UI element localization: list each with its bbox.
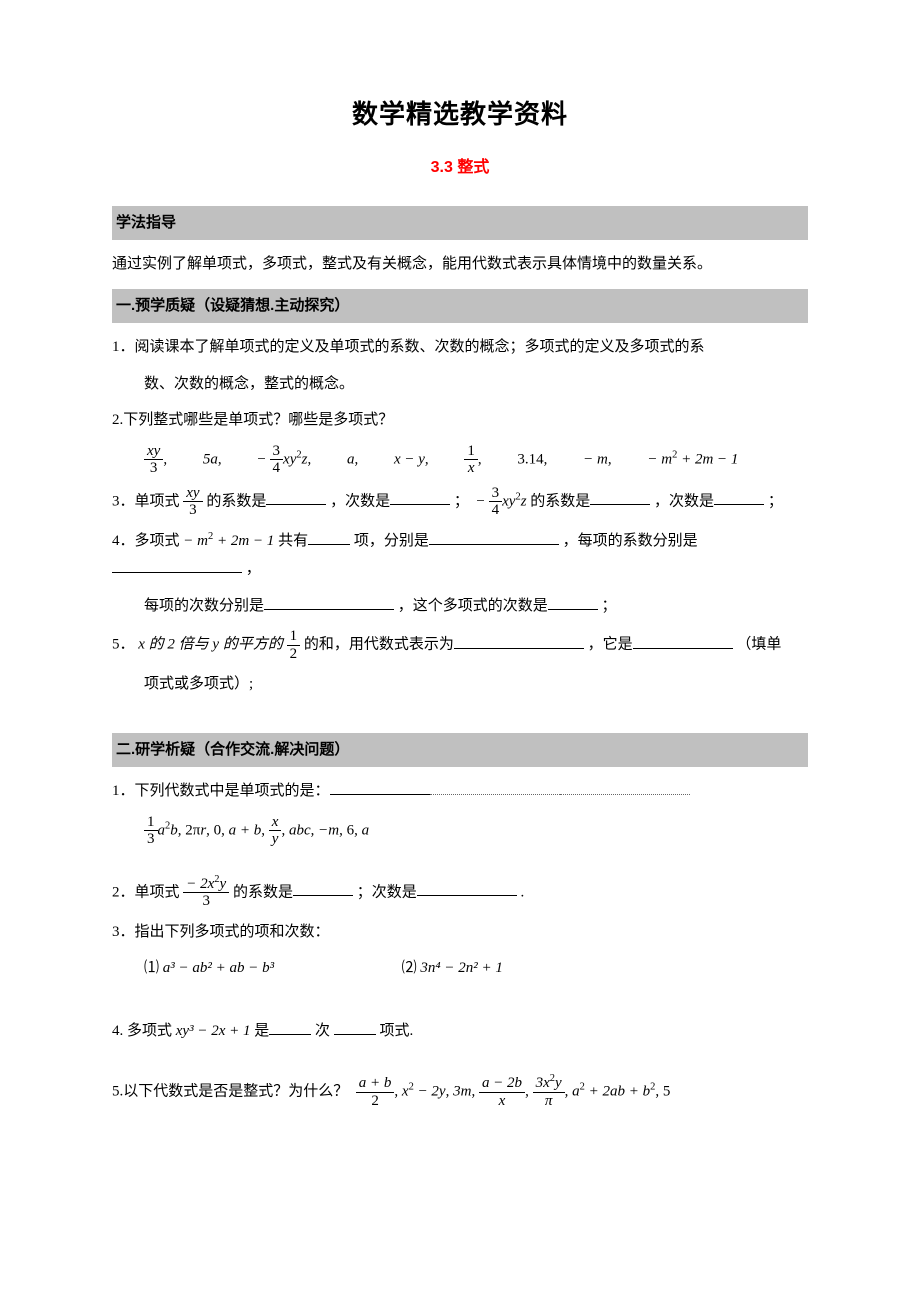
expr-3-over-4: 34	[270, 443, 284, 477]
s1-q5-line1: 5． x 的 2 倍与 y 的平方的 12 的和，用代数式表示为 ，它是 （填单	[112, 628, 808, 662]
s1-q1-line1: 1．阅读课本了解单项式的定义及单项式的系数、次数的概念；多项式的定义及多项式的系	[112, 333, 808, 362]
band-section2: 二.研学析疑（合作交流.解决问题）	[112, 733, 808, 768]
blank-dotted	[560, 779, 690, 795]
blank	[293, 880, 353, 896]
s2-q5: 5.以下代数式是否是整式？为什么？ a + b2, x2 − 2y, 3m, a…	[112, 1075, 808, 1109]
s1-q2: 2.下列整式哪些是单项式？哪些是多项式？	[112, 406, 808, 435]
expr-xy-over-3: xy3	[144, 443, 163, 477]
blank	[308, 529, 350, 545]
frac-1-2: 12	[287, 628, 301, 662]
frac-xy-3: xy3	[183, 485, 202, 519]
frac-3x2y-pi: 3x2yπ	[533, 1075, 565, 1109]
sub-title: 3.3 整式	[112, 153, 808, 183]
band-guide: 学法指导	[112, 206, 808, 241]
s1-q4-line1: 4．多项式 − m2 + 2m − 1 共有 项，分别是 ，每项的系数分别是 ，	[112, 527, 808, 584]
blank	[429, 529, 559, 545]
frac-a2b-x: a − 2bx	[479, 1075, 525, 1109]
blank	[264, 594, 394, 610]
s1-q5-line2: 项式或多项式）;	[112, 670, 808, 699]
s2-q3-items: ⑴ a³ − ab² + ab − b³ ⑵ 3n⁴ − 2n² + 1	[112, 954, 808, 983]
s2-q3: 3．指出下列多项式的项和次数：	[112, 918, 808, 947]
s2-q1-expr: 13a2b, 2πr, 0, a + b, xy, abc, −m, 6, a	[112, 814, 808, 848]
blank	[266, 489, 326, 505]
blank-dotted	[430, 779, 560, 795]
blank	[269, 1019, 311, 1035]
frac-ab-2: a + b2	[356, 1075, 395, 1109]
expr-1-over-x: 1x	[464, 443, 478, 477]
s2-q2: 2．单项式 − 2x2y 3 的系数是 ；次数是 .	[112, 876, 808, 910]
s2-q1: 1．下列代数式中是单项式的是：	[112, 777, 808, 806]
s1-q4-line2: 每项的次数分别是 ，这个多项式的次数是 ；	[112, 592, 808, 621]
frac-x-y: xy	[269, 814, 282, 848]
blank	[633, 633, 733, 649]
page-root: 数学精选教学资料 3.3 整式 学法指导 通过实例了解单项式，多项式，整式及有关…	[0, 0, 920, 1177]
s2-q4: 4. 多项式 xy³ − 2x + 1 是 次 项式.	[112, 1017, 808, 1046]
guide-text: 通过实例了解单项式，多项式，整式及有关概念，能用代数式表示具体情境中的数量关系。	[112, 250, 808, 279]
blank	[334, 1019, 376, 1035]
blank	[548, 594, 598, 610]
frac-1-3: 13	[144, 814, 158, 848]
frac-3-4-b: 34	[489, 485, 503, 519]
s1-q3: 3．单项式 xy3 的系数是 ，次数是 ； − 34xy2z 的系数是 ，次数是…	[112, 485, 808, 519]
blank	[714, 489, 764, 505]
band-section1: 一.预学质疑（设疑猜想.主动探究）	[112, 289, 808, 324]
blank	[417, 880, 517, 896]
main-title: 数学精选教学资料	[112, 90, 808, 139]
frac-neg2x2y-3: − 2x2y 3	[183, 876, 229, 910]
s1-q2-expr: xy3, 5a, − 34xy2z, a, x − y, 1x, 3.14, −…	[112, 443, 808, 477]
blank	[454, 633, 584, 649]
blank	[390, 489, 450, 505]
blank	[590, 489, 650, 505]
s1-q1-line2: 数、次数的概念，整式的概念。	[112, 370, 808, 399]
blank	[112, 557, 242, 573]
blank	[330, 779, 430, 795]
